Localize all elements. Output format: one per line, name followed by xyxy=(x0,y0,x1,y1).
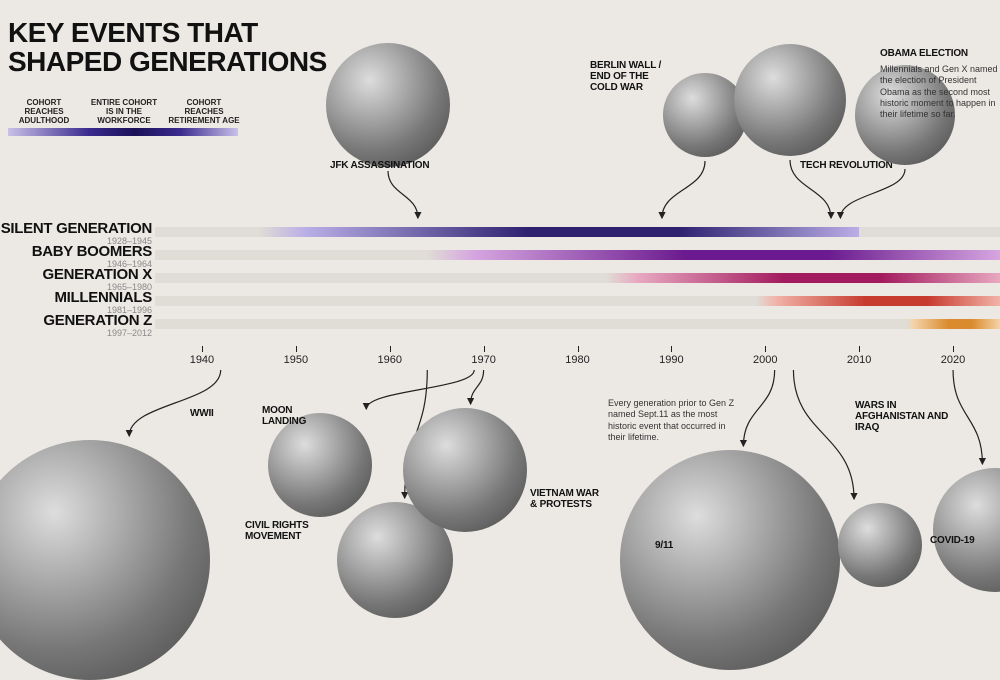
generation-name: BABY BOOMERS xyxy=(32,243,152,260)
legend: COHORT REACHES ADULTHOOD ENTIRE COHORT I… xyxy=(8,98,240,126)
axis-tick-label: 1980 xyxy=(565,354,589,366)
event-arrow xyxy=(662,161,705,218)
axis-tick xyxy=(296,346,297,352)
axis-tick-label: 2000 xyxy=(753,354,777,366)
generation-years: 1997–2012 xyxy=(43,328,152,338)
generation-label: GENERATION Z1997–2012 xyxy=(43,312,152,338)
event-label: TECH REVOLUTION xyxy=(800,160,893,171)
event-image xyxy=(403,408,527,532)
axis-tick xyxy=(202,346,203,352)
title-line-1: KEY EVENTS THAT xyxy=(8,17,258,48)
event-arrow xyxy=(129,370,221,436)
axis-tick-label: 1940 xyxy=(190,354,214,366)
axis-tick-label: 1970 xyxy=(471,354,495,366)
event-body: Millennials and Gen X named the election… xyxy=(880,64,998,120)
page-title: KEY EVENTS THAT SHAPED GENERATIONS xyxy=(8,18,327,77)
event-arrow xyxy=(388,171,418,218)
event-image xyxy=(620,450,840,670)
axis-tick xyxy=(765,346,766,352)
event-image xyxy=(838,503,922,587)
axis-tick-label: 1950 xyxy=(284,354,308,366)
axis-tick-label: 2020 xyxy=(941,354,965,366)
event-image xyxy=(734,44,846,156)
event-label: OBAMA ELECTION xyxy=(880,48,968,59)
generation-name: MILLENNIALS xyxy=(54,289,152,306)
generation-gradient xyxy=(258,227,859,237)
timeline-axis: 1940 1950 1960 1970 1980 1990 2000 2010 2020 xyxy=(155,346,1000,370)
event-label: JFK ASSASSINATION xyxy=(330,160,429,171)
generation-gradient xyxy=(606,273,1000,283)
generation-gradient xyxy=(906,319,1000,329)
legend-item: ENTIRE COHORT IS IN THE WORKFORCE xyxy=(88,98,160,126)
event-image xyxy=(0,440,210,680)
event-label: CIVIL RIGHTS MOVEMENT xyxy=(245,520,325,542)
event-body: Every generation prior to Gen Z named Se… xyxy=(608,398,738,443)
event-arrow xyxy=(953,370,982,464)
event-label: WARS IN AFGHANISTAN AND IRAQ xyxy=(855,400,950,433)
generation-name: GENERATION Z xyxy=(43,312,152,329)
event-label: COVID-19 xyxy=(930,535,975,546)
generation-name: SILENT GENERATION xyxy=(1,220,152,237)
event-label: 9/11 xyxy=(655,540,673,551)
event-label: MOON LANDING xyxy=(262,405,317,427)
axis-tick xyxy=(953,346,954,352)
title-line-2: SHAPED GENERATIONS xyxy=(8,46,327,77)
event-arrow xyxy=(471,370,484,404)
legend-item: COHORT REACHES ADULTHOOD xyxy=(8,98,80,126)
generation-gradient xyxy=(427,250,1000,260)
generation-name: GENERATION X xyxy=(43,266,152,283)
legend-item: COHORT REACHES RETIREMENT AGE xyxy=(168,98,240,126)
event-image xyxy=(268,413,372,517)
axis-tick-label: 2010 xyxy=(847,354,871,366)
legend-gradient-bar xyxy=(8,128,238,136)
event-label: WWII xyxy=(190,408,214,419)
event-arrow xyxy=(366,370,474,409)
event-arrow xyxy=(743,370,774,446)
axis-tick xyxy=(578,346,579,352)
axis-tick xyxy=(859,346,860,352)
event-label: VIETNAM WAR & PROTESTS xyxy=(530,488,600,510)
event-image xyxy=(663,73,747,157)
generation-gradient xyxy=(756,296,1000,306)
event-arrow xyxy=(840,169,905,218)
axis-tick xyxy=(671,346,672,352)
generation-track xyxy=(155,319,1000,329)
axis-tick-label: 1960 xyxy=(377,354,401,366)
axis-tick-label: 1990 xyxy=(659,354,683,366)
event-image xyxy=(326,43,450,167)
event-label: BERLIN WALL / END OF THE COLD WAR xyxy=(590,60,670,93)
event-image xyxy=(933,468,1000,592)
axis-tick xyxy=(484,346,485,352)
axis-tick xyxy=(390,346,391,352)
